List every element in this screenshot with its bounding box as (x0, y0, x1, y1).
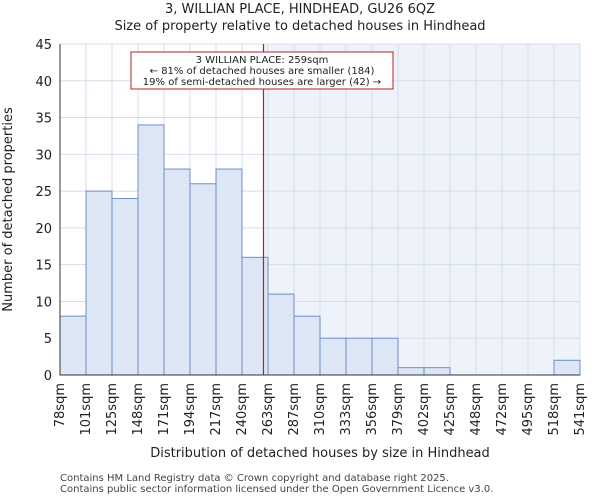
y-tick-label: 35 (35, 112, 52, 127)
x-axis-title: Distribution of detached houses by size … (150, 446, 490, 461)
histogram-bar (371, 337, 399, 376)
histogram-chart: 0 5 10 15 20 25 30 35 40 45 78sqm 101sqm 125sqm 148sq… (1, 38, 588, 461)
x-tick-label: 541sqm (573, 383, 588, 436)
y-tick-label: 10 (35, 295, 52, 310)
annotation-line: 3 WILLIAN PLACE: 259sqm (196, 55, 329, 66)
chart-title: 3, WILLIAN PLACE, HINDHEAD, GU26 6QZ (164, 2, 436, 17)
histogram-bar (397, 367, 425, 376)
x-tick-label: 287sqm (287, 383, 302, 436)
histogram-bar (241, 256, 269, 376)
histogram-bar (137, 124, 165, 376)
histogram-bar (267, 293, 295, 376)
annotation-line: ← 81% of detached houses are smaller (18… (150, 66, 375, 77)
histogram-bar (319, 337, 347, 376)
x-tick-label: 518sqm (547, 383, 562, 436)
x-tick-label: 148sqm (131, 383, 146, 436)
y-tick-label: 5 (44, 332, 52, 347)
histogram-bar (85, 190, 113, 376)
histogram-bar (553, 359, 581, 376)
histogram-bar (189, 183, 217, 376)
x-tick-label: 356sqm (365, 383, 380, 436)
y-tick-label: 40 (35, 75, 52, 90)
x-tick-label: 425sqm (443, 383, 458, 436)
y-tick-label: 20 (35, 222, 52, 237)
histogram-bar (293, 315, 321, 376)
y-tick-label: 25 (35, 185, 52, 200)
histogram-bar (215, 168, 243, 376)
y-tick-label: 45 (35, 38, 52, 53)
x-tick-label: 240sqm (235, 383, 250, 436)
x-tick-label: 310sqm (313, 383, 328, 436)
histogram-bar (163, 168, 191, 376)
footer-copyright: Contains HM Land Registry data © Crown c… (60, 473, 449, 484)
y-tick-label: 15 (35, 259, 52, 274)
y-tick-label: 0 (44, 369, 52, 384)
x-tick-label: 333sqm (339, 383, 354, 436)
x-tick-label: 78sqm (53, 383, 68, 427)
annotation-line: 19% of semi-detached houses are larger (… (143, 77, 381, 88)
x-tick-label: 472sqm (495, 383, 510, 436)
x-tick-label: 125sqm (105, 383, 120, 436)
footer-licence: Contains public sector information licen… (60, 484, 494, 495)
chart-subtitle: Size of property relative to detached ho… (114, 19, 486, 34)
x-tick-label: 101sqm (79, 383, 94, 436)
histogram-bar (59, 315, 87, 376)
x-tick-label: 402sqm (417, 383, 432, 436)
y-tick-label: 30 (35, 148, 52, 163)
histogram-bar (423, 367, 451, 376)
x-tick-label: 194sqm (183, 383, 198, 436)
x-tick-label: 495sqm (521, 383, 536, 436)
annotation-box (130, 51, 394, 90)
histogram-bar (345, 337, 373, 376)
histogram-bar (111, 197, 139, 376)
x-tick-label: 448sqm (469, 383, 484, 436)
x-tick-label: 263sqm (261, 383, 276, 436)
x-tick-label: 217sqm (209, 383, 224, 436)
y-axis-title: Number of detached properties (1, 107, 16, 312)
x-tick-label: 171sqm (157, 383, 172, 436)
x-tick-label: 379sqm (391, 383, 406, 436)
